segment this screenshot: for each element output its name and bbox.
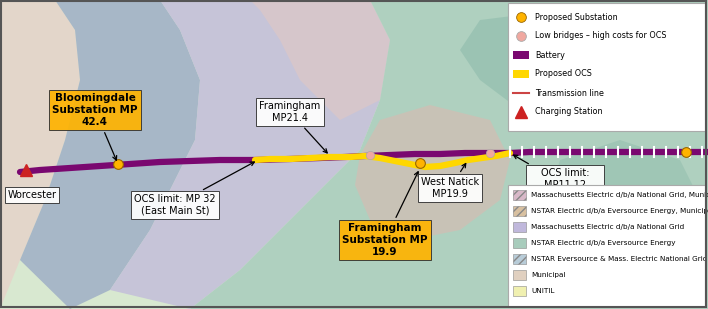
Polygon shape [550,140,700,230]
Text: Charging Station: Charging Station [535,108,603,116]
FancyBboxPatch shape [513,51,529,59]
Text: UNITIL: UNITIL [531,288,554,294]
Text: Bloomingdale
Substation MP
42.4: Bloomingdale Substation MP 42.4 [52,93,138,160]
Polygon shape [355,105,510,240]
Text: Proposed Substation: Proposed Substation [535,12,617,22]
Text: West Natick
MP19.9: West Natick MP19.9 [421,163,479,199]
Text: OCS limit: MP 32
(East Main St): OCS limit: MP 32 (East Main St) [135,162,254,216]
FancyBboxPatch shape [513,190,526,200]
Text: Massachusetts Electric d/b/a National Grid: Massachusetts Electric d/b/a National Gr… [531,224,684,230]
Polygon shape [250,0,390,120]
FancyBboxPatch shape [513,238,526,248]
FancyBboxPatch shape [513,222,526,232]
Polygon shape [460,10,620,120]
Text: Proposed OCS: Proposed OCS [535,70,592,78]
Text: NSTAR Electric d/b/a Eversource Energy, Municipal: NSTAR Electric d/b/a Eversource Energy, … [531,208,708,214]
FancyBboxPatch shape [508,3,705,131]
Polygon shape [110,0,390,309]
Text: NSTAR Electric d/b/a Eversource Energy: NSTAR Electric d/b/a Eversource Energy [531,240,675,246]
Text: Massachusetts Electric d/b/a National Grid, Municipal: Massachusetts Electric d/b/a National Gr… [531,192,708,198]
Polygon shape [0,0,80,309]
FancyBboxPatch shape [508,185,705,307]
FancyBboxPatch shape [513,206,526,216]
Text: Municipal: Municipal [531,272,566,278]
Text: Battery: Battery [535,50,565,60]
Text: Low bridges – high costs for OCS: Low bridges – high costs for OCS [535,32,666,40]
FancyBboxPatch shape [513,70,529,78]
Text: NSTAR Eversource & Mass. Electric National Grid: NSTAR Eversource & Mass. Electric Nation… [531,256,707,262]
FancyBboxPatch shape [513,254,526,264]
Text: Transmission line: Transmission line [535,88,604,98]
Text: Framingham
MP21.4: Framingham MP21.4 [259,101,327,153]
FancyBboxPatch shape [513,270,526,280]
Polygon shape [190,0,708,309]
Text: OCS limit:
MP11.12
(I-95 Highway): OCS limit: MP11.12 (I-95 Highway) [513,155,601,201]
Polygon shape [20,0,200,309]
Text: Framingham
Substation MP
19.9: Framingham Substation MP 19.9 [342,172,428,256]
FancyBboxPatch shape [513,286,526,296]
Text: Worcester: Worcester [8,190,57,200]
